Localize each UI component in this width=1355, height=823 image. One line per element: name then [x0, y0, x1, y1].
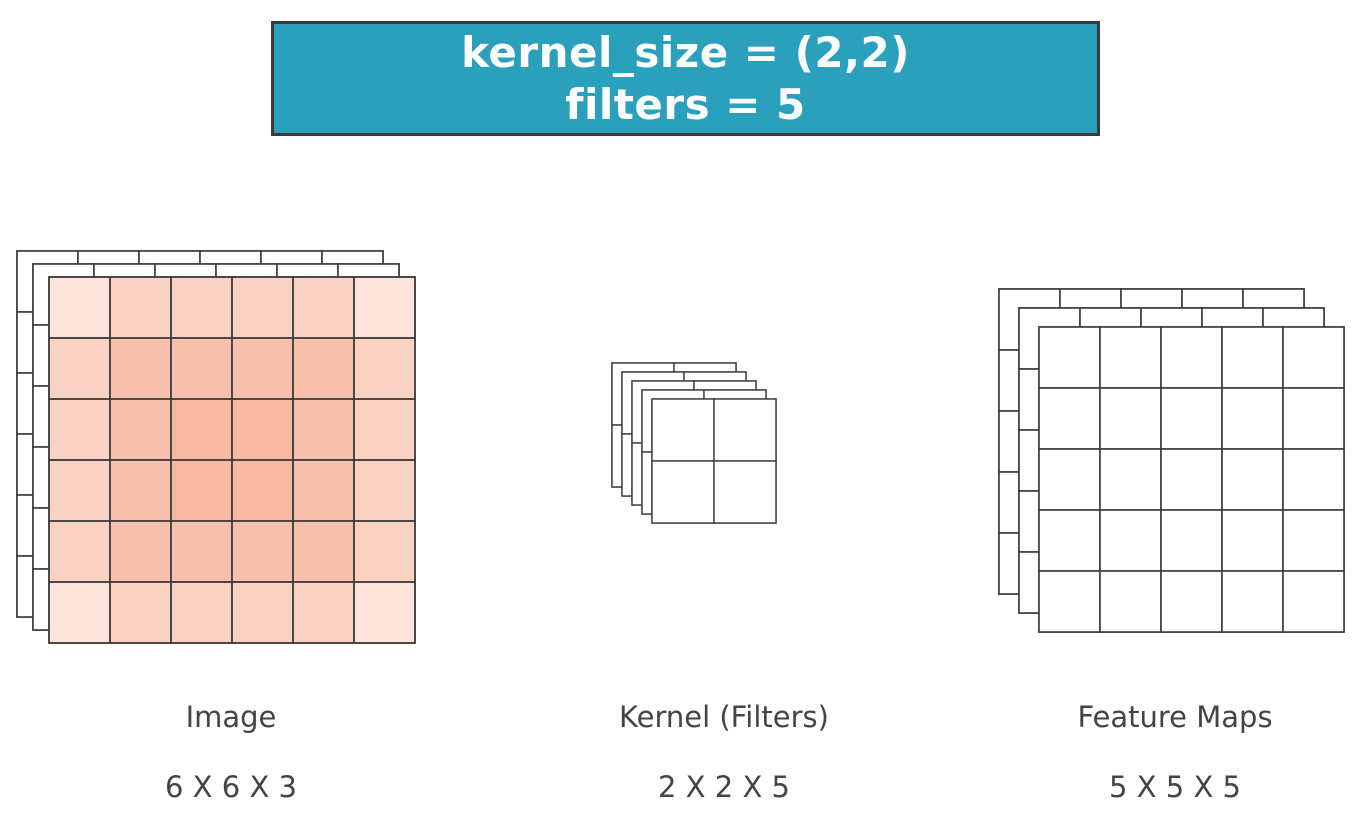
image-pixel-cell — [292, 581, 355, 644]
kernel-size-text: kernel_size = (2,2) — [461, 27, 910, 77]
grid-cell — [1282, 326, 1345, 389]
image-pixel-cell — [109, 337, 172, 400]
grid-cell — [1099, 448, 1162, 511]
grid-cell — [1160, 509, 1223, 572]
image-pixel-cell — [48, 459, 111, 522]
image-pixel-cell — [292, 337, 355, 400]
image-pixel-cell — [353, 337, 416, 400]
grid-cell — [1221, 570, 1284, 633]
filters-text: filters = 5 — [565, 79, 806, 129]
image-pixel-cell — [353, 520, 416, 583]
grid-cell — [1160, 570, 1223, 633]
kernel-label: Kernel (Filters) — [619, 700, 829, 734]
image-pixel-cell — [231, 337, 294, 400]
image-dims: 6 X 6 X 3 — [165, 770, 297, 804]
image-pixel-cell — [109, 459, 172, 522]
image-pixel-cell — [292, 276, 355, 339]
grid-cell — [1160, 326, 1223, 389]
image-pixel-cell — [231, 398, 294, 461]
grid-cell — [1099, 326, 1162, 389]
image-pixel-cell — [353, 459, 416, 522]
grid-cell — [1221, 387, 1284, 450]
grid-cell — [1038, 448, 1101, 511]
grid-cell — [1221, 448, 1284, 511]
image-pixel-cell — [353, 398, 416, 461]
grid-cell — [1160, 387, 1223, 450]
grid-cell — [1038, 387, 1101, 450]
image-pixel-cell — [109, 276, 172, 339]
grid-cell — [1160, 448, 1223, 511]
image-pixel-cell — [170, 276, 233, 339]
image-pixel-cell — [48, 581, 111, 644]
image-grid-stack — [16, 250, 416, 644]
grid-cell — [713, 398, 777, 462]
image-pixel-cell — [170, 520, 233, 583]
feature-maps-dims: 5 X 5 X 5 — [1109, 770, 1241, 804]
grid-cell — [1038, 509, 1101, 572]
grid-cell — [1282, 387, 1345, 450]
grid-cell — [1221, 326, 1284, 389]
image-pixel-cell — [48, 398, 111, 461]
grid-cell — [1099, 387, 1162, 450]
image-pixel-cell — [231, 520, 294, 583]
grid-cell — [1282, 448, 1345, 511]
kernel-stack-layer — [651, 398, 777, 524]
feature-map-grid-stack — [998, 288, 1345, 633]
grid-cell — [1282, 570, 1345, 633]
grid-cell — [1099, 570, 1162, 633]
kernel-dims: 2 X 2 X 5 — [658, 770, 790, 804]
kernel-grid-stack — [611, 362, 777, 524]
image-pixel-cell — [353, 276, 416, 339]
image-pixel-cell — [170, 459, 233, 522]
grid-cell — [1221, 509, 1284, 572]
grid-cell — [1038, 326, 1101, 389]
image-pixel-cell — [292, 520, 355, 583]
grid-cell — [713, 460, 777, 524]
image-pixel-cell — [353, 581, 416, 644]
grid-cell — [1099, 509, 1162, 572]
image-pixel-cell — [170, 337, 233, 400]
image-pixel-cell — [292, 398, 355, 461]
parameters-banner: kernel_size = (2,2) filters = 5 — [271, 21, 1100, 136]
image-pixel-cell — [48, 337, 111, 400]
image-pixel-cell — [231, 459, 294, 522]
image-pixel-cell — [109, 581, 172, 644]
feature-maps-label: Feature Maps — [1077, 700, 1273, 734]
image-pixel-cell — [231, 276, 294, 339]
image-label: Image — [185, 700, 277, 734]
image-pixel-cell — [48, 276, 111, 339]
grid-cell — [1038, 570, 1101, 633]
grid-cell — [651, 460, 715, 524]
image-pixel-cell — [48, 520, 111, 583]
image-pixel-cell — [109, 398, 172, 461]
image-pixel-cell — [170, 581, 233, 644]
image-pixel-cell — [109, 520, 172, 583]
grid-cell — [651, 398, 715, 462]
image-pixel-cell — [170, 398, 233, 461]
image-pixel-cell — [292, 459, 355, 522]
image-stack-layer — [48, 276, 416, 644]
image-pixel-cell — [231, 581, 294, 644]
feature-stack-layer — [1038, 326, 1345, 633]
grid-cell — [1282, 509, 1345, 572]
